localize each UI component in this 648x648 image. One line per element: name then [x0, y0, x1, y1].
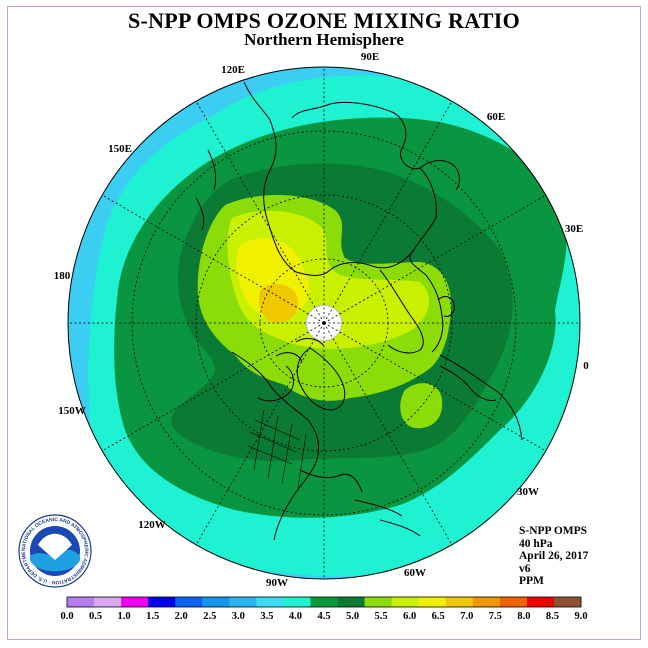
contour-7.0 — [258, 284, 299, 323]
colorbar-swatch — [472, 597, 501, 607]
colorbar-swatch — [526, 597, 555, 607]
coast-greenland — [296, 347, 346, 411]
colorbar-swatch — [67, 597, 95, 607]
lon-label-30w: 30W — [517, 486, 539, 498]
coast-mediterranean — [439, 365, 497, 401]
colorbar-swatch — [337, 597, 365, 607]
lon-label-120w: 120W — [138, 519, 166, 531]
colorbar-swatch — [310, 597, 338, 607]
colorbar: 0.0 0.5 1.0 1.5 2.0 2.5 3.0 3.5 4.0 4.5 5.0 5.5 6.0 6… — [60, 596, 588, 622]
colorbar-tick-label: 8.5 — [546, 611, 559, 622]
colorbar-tick-label: 1.5 — [146, 611, 159, 622]
lon-label-180: 180 — [54, 270, 71, 282]
colorbar-swatch — [553, 597, 582, 607]
noaa-logo-wave — [30, 549, 80, 572]
pole-stipple — [306, 305, 342, 341]
lon-label-120e: 120E — [221, 64, 245, 76]
lon-label-60w: 60W — [404, 567, 426, 579]
longitude-labels: 90E 60E 30E 0 30W 60W 90W 120W 150W 180 … — [54, 51, 590, 589]
info-version: v6 — [519, 562, 531, 575]
coast-uk — [437, 296, 455, 317]
coast-japan — [195, 149, 217, 231]
colorbar-tick-label: 2.0 — [175, 611, 188, 622]
colorbar-tick-label: 7.5 — [489, 611, 502, 622]
ozone-field — [68, 67, 580, 579]
coastlines — [195, 81, 523, 541]
us-state-borders — [247, 409, 307, 489]
lon-label-30e: 30E — [565, 223, 583, 235]
colorbar-tick-label: 5.5 — [375, 611, 388, 622]
image-frame — [7, 6, 641, 640]
lon-label-0: 0 — [583, 360, 589, 372]
coast-arctic-islands — [275, 338, 325, 363]
colorbar-tick-label: 5.0 — [346, 611, 359, 622]
lon-label-150e: 150E — [108, 143, 132, 155]
noaa-logo-text: NOAA — [42, 539, 69, 549]
colorbar-tick-label: 1.0 — [118, 611, 131, 622]
colorbar-tick-label: 0.0 — [60, 611, 73, 622]
colorbar-tick-label: 0.5 — [89, 611, 102, 622]
info-level: 40 hPa — [519, 537, 553, 550]
coast-india — [419, 160, 460, 191]
colorbar-swatch — [148, 597, 176, 607]
colorbar-swatch — [364, 597, 392, 607]
lon-label-90e: 90E — [361, 51, 379, 63]
colorbar-swatch — [121, 597, 149, 607]
colorbar-swatch — [445, 597, 474, 607]
coast-asia — [243, 81, 415, 276]
colorbar-swatch — [202, 597, 230, 607]
map-subtitle: Northern Hemisphere — [244, 30, 404, 49]
colorbar-tick-label: 4.0 — [289, 611, 302, 622]
noaa-logo-bird — [38, 533, 72, 560]
colorbar-tick-label: 9.0 — [574, 611, 587, 622]
map-title: S-NPP OMPS OZONE MIXING RATIO — [127, 8, 521, 33]
coast-north-america — [231, 351, 319, 541]
colorbar-tick-label: 2.5 — [203, 611, 216, 622]
coast-hudson — [257, 365, 294, 402]
product-info: S-NPP OMPS 40 hPa April 26, 2017 v6 PPM — [519, 525, 588, 588]
info-instrument: S-NPP OMPS — [519, 525, 588, 537]
lon-label-90w: 90W — [266, 577, 288, 589]
colorbar-tick-label: 8.0 — [517, 611, 530, 622]
colorbar-swatch — [256, 597, 284, 607]
colorbar-swatch — [283, 597, 311, 607]
colorbar-swatch — [391, 597, 419, 607]
coast-africa — [439, 354, 523, 441]
colorbar-swatch — [175, 597, 203, 607]
colorbar-swatch — [499, 597, 528, 607]
graticule — [68, 67, 580, 579]
colorbar-tick-label: 3.0 — [232, 611, 245, 622]
colorbar-tick-label: 4.5 — [317, 611, 330, 622]
info-units: PPM — [519, 575, 544, 588]
lon-label-150w: 150W — [58, 405, 86, 417]
colorbar-swatch — [418, 597, 447, 607]
colorbar-tick-label: 7.0 — [460, 611, 473, 622]
colorbar-tick-label: 3.5 — [260, 611, 273, 622]
map-boundary — [67, 66, 581, 580]
colorbar-border — [66, 596, 582, 608]
colorbar-tick-label: 6.0 — [403, 611, 416, 622]
colorbar-swatch — [94, 597, 122, 607]
lon-label-60e: 60E — [487, 111, 505, 123]
coast-europe — [291, 101, 444, 353]
info-date: April 26, 2017 — [519, 550, 589, 563]
colorbar-swatch — [229, 597, 257, 607]
coast-gulf — [299, 469, 363, 493]
colorbar-tick-label: 6.5 — [432, 611, 445, 622]
coast-scandinavia — [379, 269, 424, 354]
